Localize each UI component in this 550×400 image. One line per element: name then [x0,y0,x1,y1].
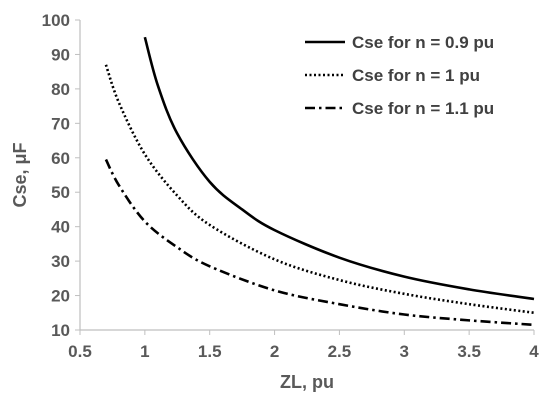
y-tick-label: 70 [51,114,70,133]
x-tick-label: 1 [140,342,149,361]
x-tick-label: 3.5 [457,342,481,361]
axes [75,19,535,335]
y-tick-label: 80 [51,80,70,99]
x-tick-label: 3 [400,342,409,361]
legend-label-3: Cse for n = 1.1 pu [352,99,494,118]
y-tick-label: 100 [42,11,70,30]
x-tick-label: 0.5 [68,342,92,361]
x-tick-label: 1.5 [198,342,222,361]
series-line-1 [143,36,535,301]
y-axis-title: Cse, μF [10,142,30,207]
tick-labels: 0.5 1 1.5 2 2.5 3 3.5 4 10 20 30 40 50 60 70 80 90 100 [42,11,540,361]
x-tick-label: 2.5 [328,342,352,361]
legend: Cse for n = 0.9 pu Cse for n = 1 pu Cse fo… [305,33,494,118]
y-tick-label: 40 [51,218,70,237]
y-tick-label: 30 [51,252,70,271]
y-tick-label: 90 [51,45,70,64]
y-tick-label: 50 [51,183,70,202]
legend-label-1: Cse for n = 0.9 pu [352,33,494,52]
y-tick-label: 10 [51,321,70,340]
legend-label-2: Cse for n = 1 pu [352,66,480,85]
x-tick-label: 2 [270,342,279,361]
x-tick-label: 4 [529,342,539,361]
series-line-3 [104,158,535,327]
series-lines [104,36,535,327]
y-tick-label: 60 [51,149,70,168]
x-axis-title: ZL, pu [280,372,334,392]
y-tick-label: 20 [51,287,70,306]
